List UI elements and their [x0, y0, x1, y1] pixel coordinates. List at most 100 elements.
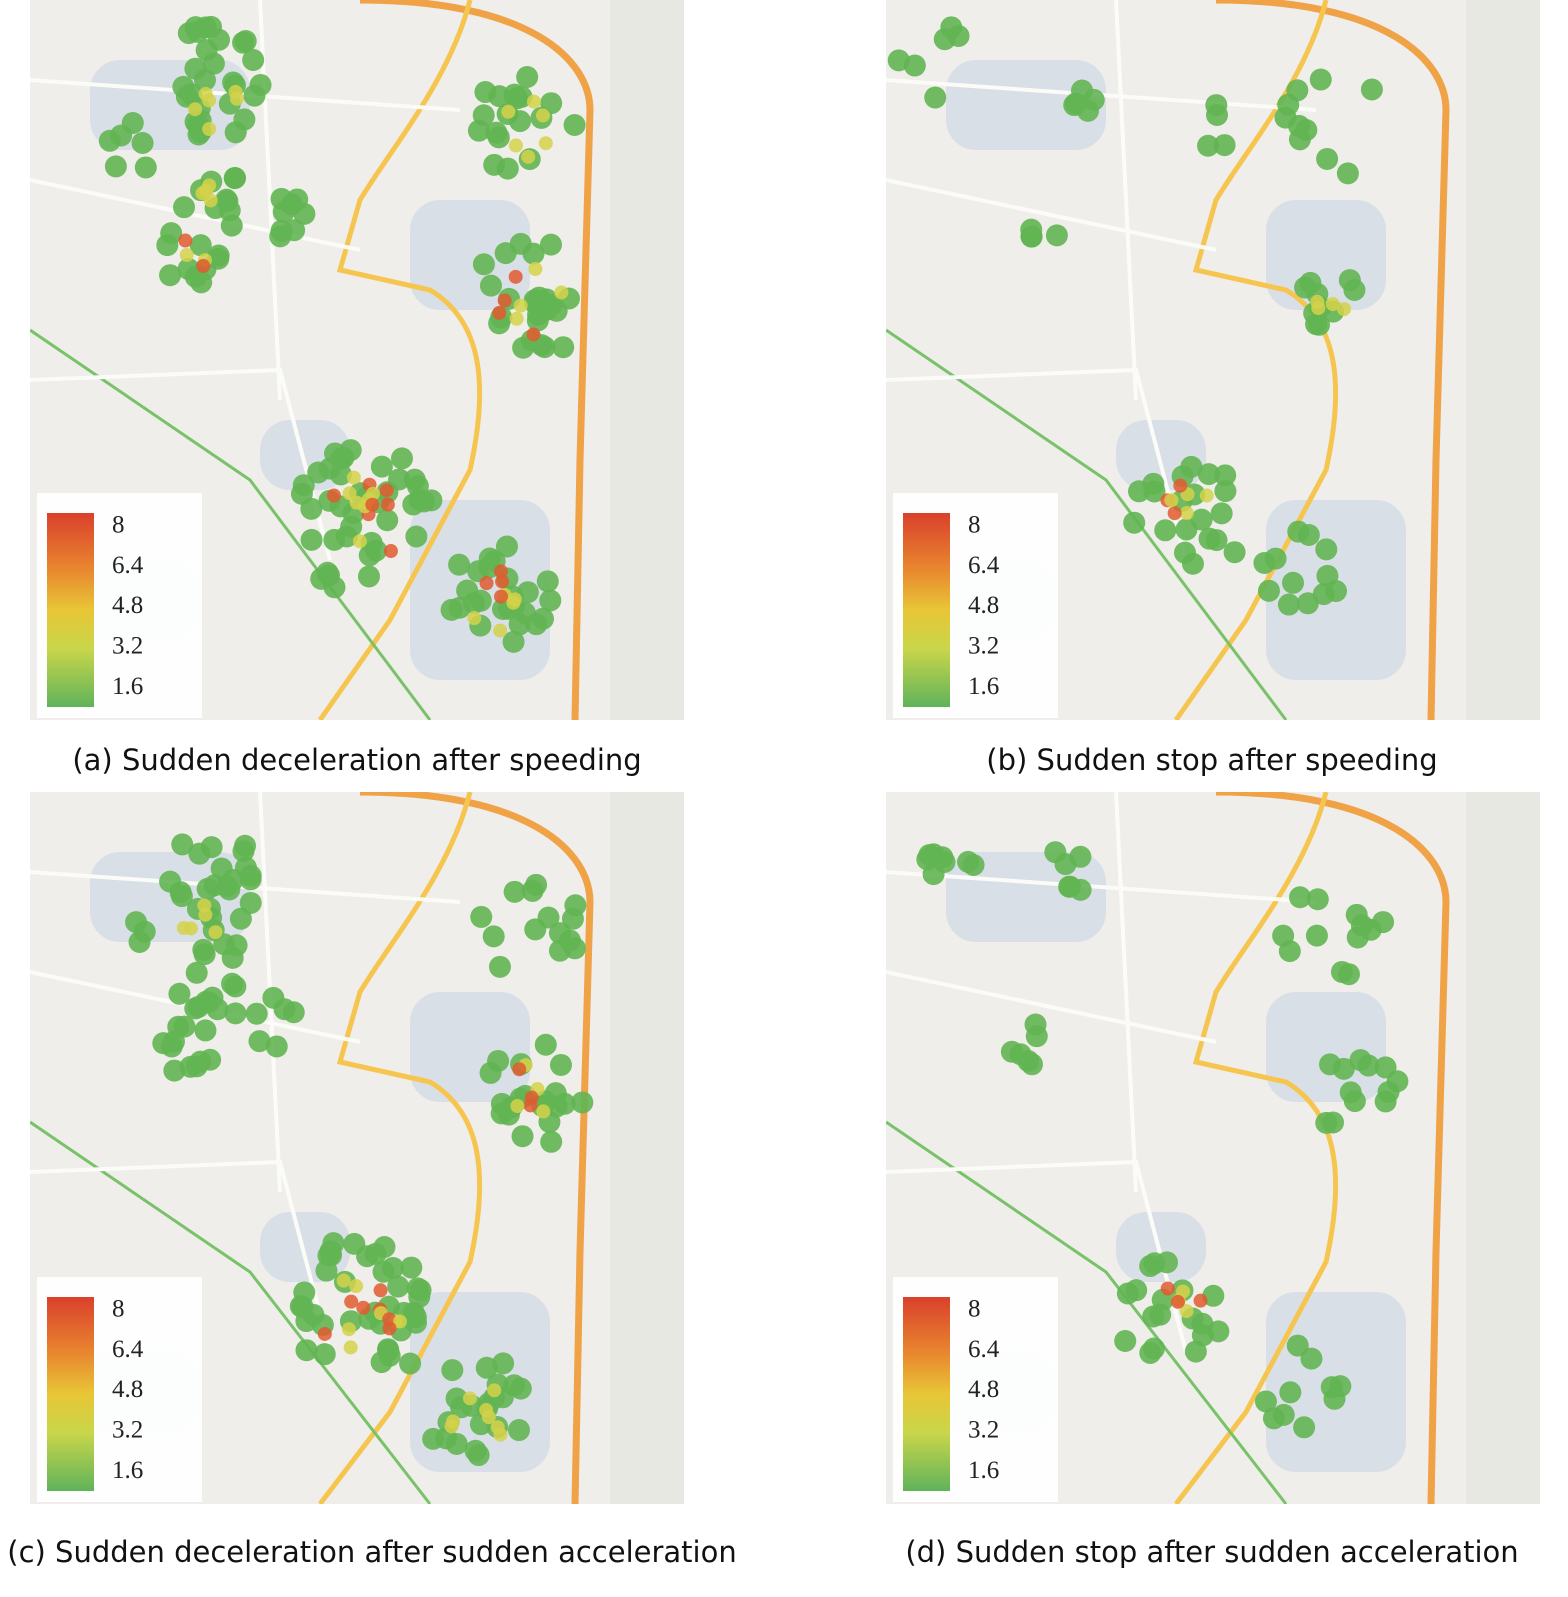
- heat-spot: [1316, 147, 1339, 170]
- heat-core: [535, 108, 550, 123]
- main-road: [1174, 792, 1339, 1504]
- heat-core: [493, 623, 508, 638]
- heat-spot: [194, 1019, 217, 1042]
- map-panel: 8 6.4 4.8 3.2 1.6: [886, 792, 1540, 1504]
- heat-spot: [1360, 78, 1383, 101]
- panel-caption: (d) Sudden stop after sudden acceleratio…: [905, 1535, 1518, 1569]
- rail: [886, 328, 1288, 720]
- heat-spot: [467, 560, 490, 583]
- heat-core: [536, 1104, 551, 1119]
- heat-spot: [171, 833, 194, 856]
- heat-spot: [185, 961, 208, 984]
- heat-spot: [1154, 519, 1177, 542]
- heat-spot: [1330, 960, 1353, 983]
- heat-spot: [220, 214, 243, 237]
- heat-spot: [210, 857, 233, 880]
- heat-core: [497, 293, 512, 308]
- heat-spot: [318, 564, 341, 587]
- map-panel: 8 6.4 4.8 3.2 1.6: [30, 792, 684, 1504]
- heat-spot: [1017, 1049, 1040, 1072]
- heat-core: [1164, 493, 1179, 508]
- heat-spot: [464, 1439, 487, 1462]
- heat-spot: [203, 874, 226, 897]
- heat-core: [184, 921, 199, 936]
- heat-spot: [128, 931, 151, 954]
- heat-spot: [536, 570, 559, 593]
- color-bar: [903, 1297, 950, 1491]
- heat-core: [365, 486, 380, 501]
- heat-spot: [1386, 1070, 1409, 1093]
- heat-core: [481, 1410, 496, 1425]
- heat-core: [492, 305, 507, 320]
- heat-core: [526, 327, 541, 342]
- rail: [30, 1120, 432, 1504]
- legend: 8 6.4 4.8 3.2 1.6: [893, 493, 1058, 718]
- heat-spot: [1128, 480, 1151, 503]
- heat-core: [383, 544, 398, 559]
- heat-spot: [1349, 1049, 1372, 1072]
- heat-core: [513, 298, 528, 313]
- heat-spot: [370, 455, 393, 478]
- heat-spot: [1309, 68, 1332, 91]
- heat-core: [493, 564, 508, 579]
- heat-core: [365, 497, 380, 512]
- heat-spot: [152, 1032, 175, 1055]
- rail: [886, 1120, 1288, 1504]
- heat-core: [382, 1321, 397, 1336]
- heat-core: [341, 1322, 356, 1337]
- heat-spot: [1020, 225, 1043, 248]
- heat-spot: [1295, 119, 1318, 142]
- heat-core: [508, 269, 523, 284]
- panel-caption: (b) Sudden stop after speeding: [986, 743, 1437, 777]
- heat-spot: [1214, 480, 1237, 503]
- heat-core: [495, 574, 510, 589]
- heat-spot: [242, 49, 265, 72]
- heat-spot: [192, 938, 215, 961]
- heat-spot: [1296, 592, 1319, 615]
- heat-spot: [232, 840, 255, 863]
- heat-spot: [922, 863, 945, 886]
- heat-core: [526, 94, 541, 109]
- heat-spot: [329, 463, 352, 486]
- heat-spot: [233, 108, 256, 131]
- heat-spot: [512, 336, 535, 359]
- heat-spot: [159, 264, 182, 287]
- heat-spot: [300, 528, 323, 551]
- heat-spot: [1279, 1381, 1302, 1404]
- heat-spot: [563, 113, 586, 136]
- heat-spot: [552, 336, 575, 359]
- heat-spot: [207, 247, 230, 270]
- heat-spot: [470, 905, 493, 928]
- heat-core: [501, 104, 516, 119]
- legend-tick-label: 6.4: [112, 1336, 144, 1363]
- heat-spot: [248, 1030, 271, 1053]
- heat-core: [352, 534, 367, 549]
- heat-core: [228, 84, 243, 99]
- heat-spot: [322, 1232, 345, 1255]
- legend-tick-label: 3.2: [112, 1417, 143, 1444]
- heat-spot: [1264, 547, 1287, 570]
- heat-spot: [1282, 571, 1305, 594]
- heat-spot: [1278, 940, 1301, 963]
- legend-tick-label: 3.2: [112, 633, 143, 660]
- heat-spot: [511, 1125, 534, 1148]
- heat-spot: [168, 982, 191, 1005]
- heat-spot: [924, 86, 947, 109]
- heat-spot: [494, 242, 517, 265]
- heat-spot: [265, 1035, 288, 1058]
- heat-spot: [1306, 888, 1329, 911]
- heat-core: [479, 576, 494, 591]
- heat-core: [356, 1300, 371, 1315]
- heat-spot: [1223, 541, 1246, 564]
- heat-spot: [472, 253, 495, 276]
- heat-spot: [291, 1295, 314, 1318]
- heat-spot: [373, 1236, 396, 1259]
- rail: [30, 328, 432, 720]
- legend-tick-label: 3.2: [968, 1417, 999, 1444]
- legend-tick-label: 6.4: [968, 1336, 1000, 1363]
- heat-core: [508, 138, 523, 153]
- color-bar: [903, 513, 950, 707]
- heat-core: [1311, 301, 1326, 316]
- heat-spot: [213, 933, 236, 956]
- heat-core: [198, 907, 213, 922]
